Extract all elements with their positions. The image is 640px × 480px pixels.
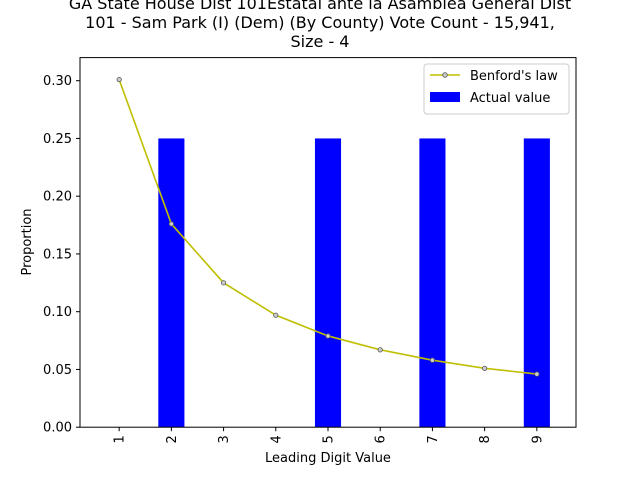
benford-point-5 — [325, 333, 331, 339]
chart-title-line-3: Size - 4 — [290, 32, 350, 51]
legend-bar-swatch — [430, 92, 460, 102]
legend: Benford's law Actual value — [423, 63, 570, 115]
y-tick-label: 0.00 — [43, 421, 72, 436]
benford-point-6 — [377, 347, 383, 353]
x-tick-label: 3 — [217, 435, 232, 443]
bar-digit-5 — [314, 138, 342, 428]
y-tick-label: 0.05 — [43, 363, 72, 378]
y-axis-label: Proportion — [20, 208, 35, 275]
benford-point-2 — [168, 221, 174, 227]
y-tick-label: 0.25 — [43, 132, 72, 147]
bar-digit-7 — [419, 138, 446, 428]
x-axis: 1 2 3 4 5 6 7 8 9 — [113, 427, 545, 443]
legend-label-benford: Benford's law — [470, 69, 558, 84]
y-tick-label: 0.30 — [43, 74, 72, 89]
bar-digit-2 — [158, 138, 185, 428]
chart-title-line-2: 101 - Sam Park (I) (Dem) (By County) Vot… — [85, 13, 555, 32]
x-tick-label: 6 — [374, 435, 389, 443]
chart-title-line-1: GA State House Dist 101Estatal ante la A… — [68, 0, 572, 13]
x-tick-label: 4 — [269, 435, 284, 443]
benford-point-3 — [220, 280, 227, 286]
benford-point-8 — [482, 365, 488, 371]
x-tick-label: 8 — [478, 435, 493, 443]
x-tick-label: 5 — [322, 435, 337, 443]
benford-point-9 — [534, 371, 540, 377]
x-tick-label: 7 — [426, 435, 441, 443]
benford-point-7 — [429, 357, 436, 363]
y-tick-label: 0.10 — [43, 305, 72, 320]
benford-point-1 — [116, 76, 122, 83]
x-tick-label: 9 — [530, 435, 545, 443]
benford-point-4 — [273, 312, 279, 318]
legend-marker-swatch — [442, 72, 448, 78]
x-axis-label: Leading Digit Value — [265, 451, 391, 466]
y-tick-label: 0.15 — [43, 247, 72, 262]
legend-box — [423, 63, 570, 115]
benford-line-group — [116, 76, 540, 377]
y-axis: 0.00 0.05 0.10 0.15 0.20 0.25 0.30 — [43, 74, 80, 436]
bar-digit-9 — [523, 138, 550, 428]
legend-label-actual: Actual value — [470, 91, 550, 106]
x-tick-label: 1 — [113, 435, 128, 443]
bars-group — [158, 138, 550, 428]
x-tick-label: 2 — [165, 435, 180, 443]
y-tick-label: 0.20 — [43, 190, 72, 205]
